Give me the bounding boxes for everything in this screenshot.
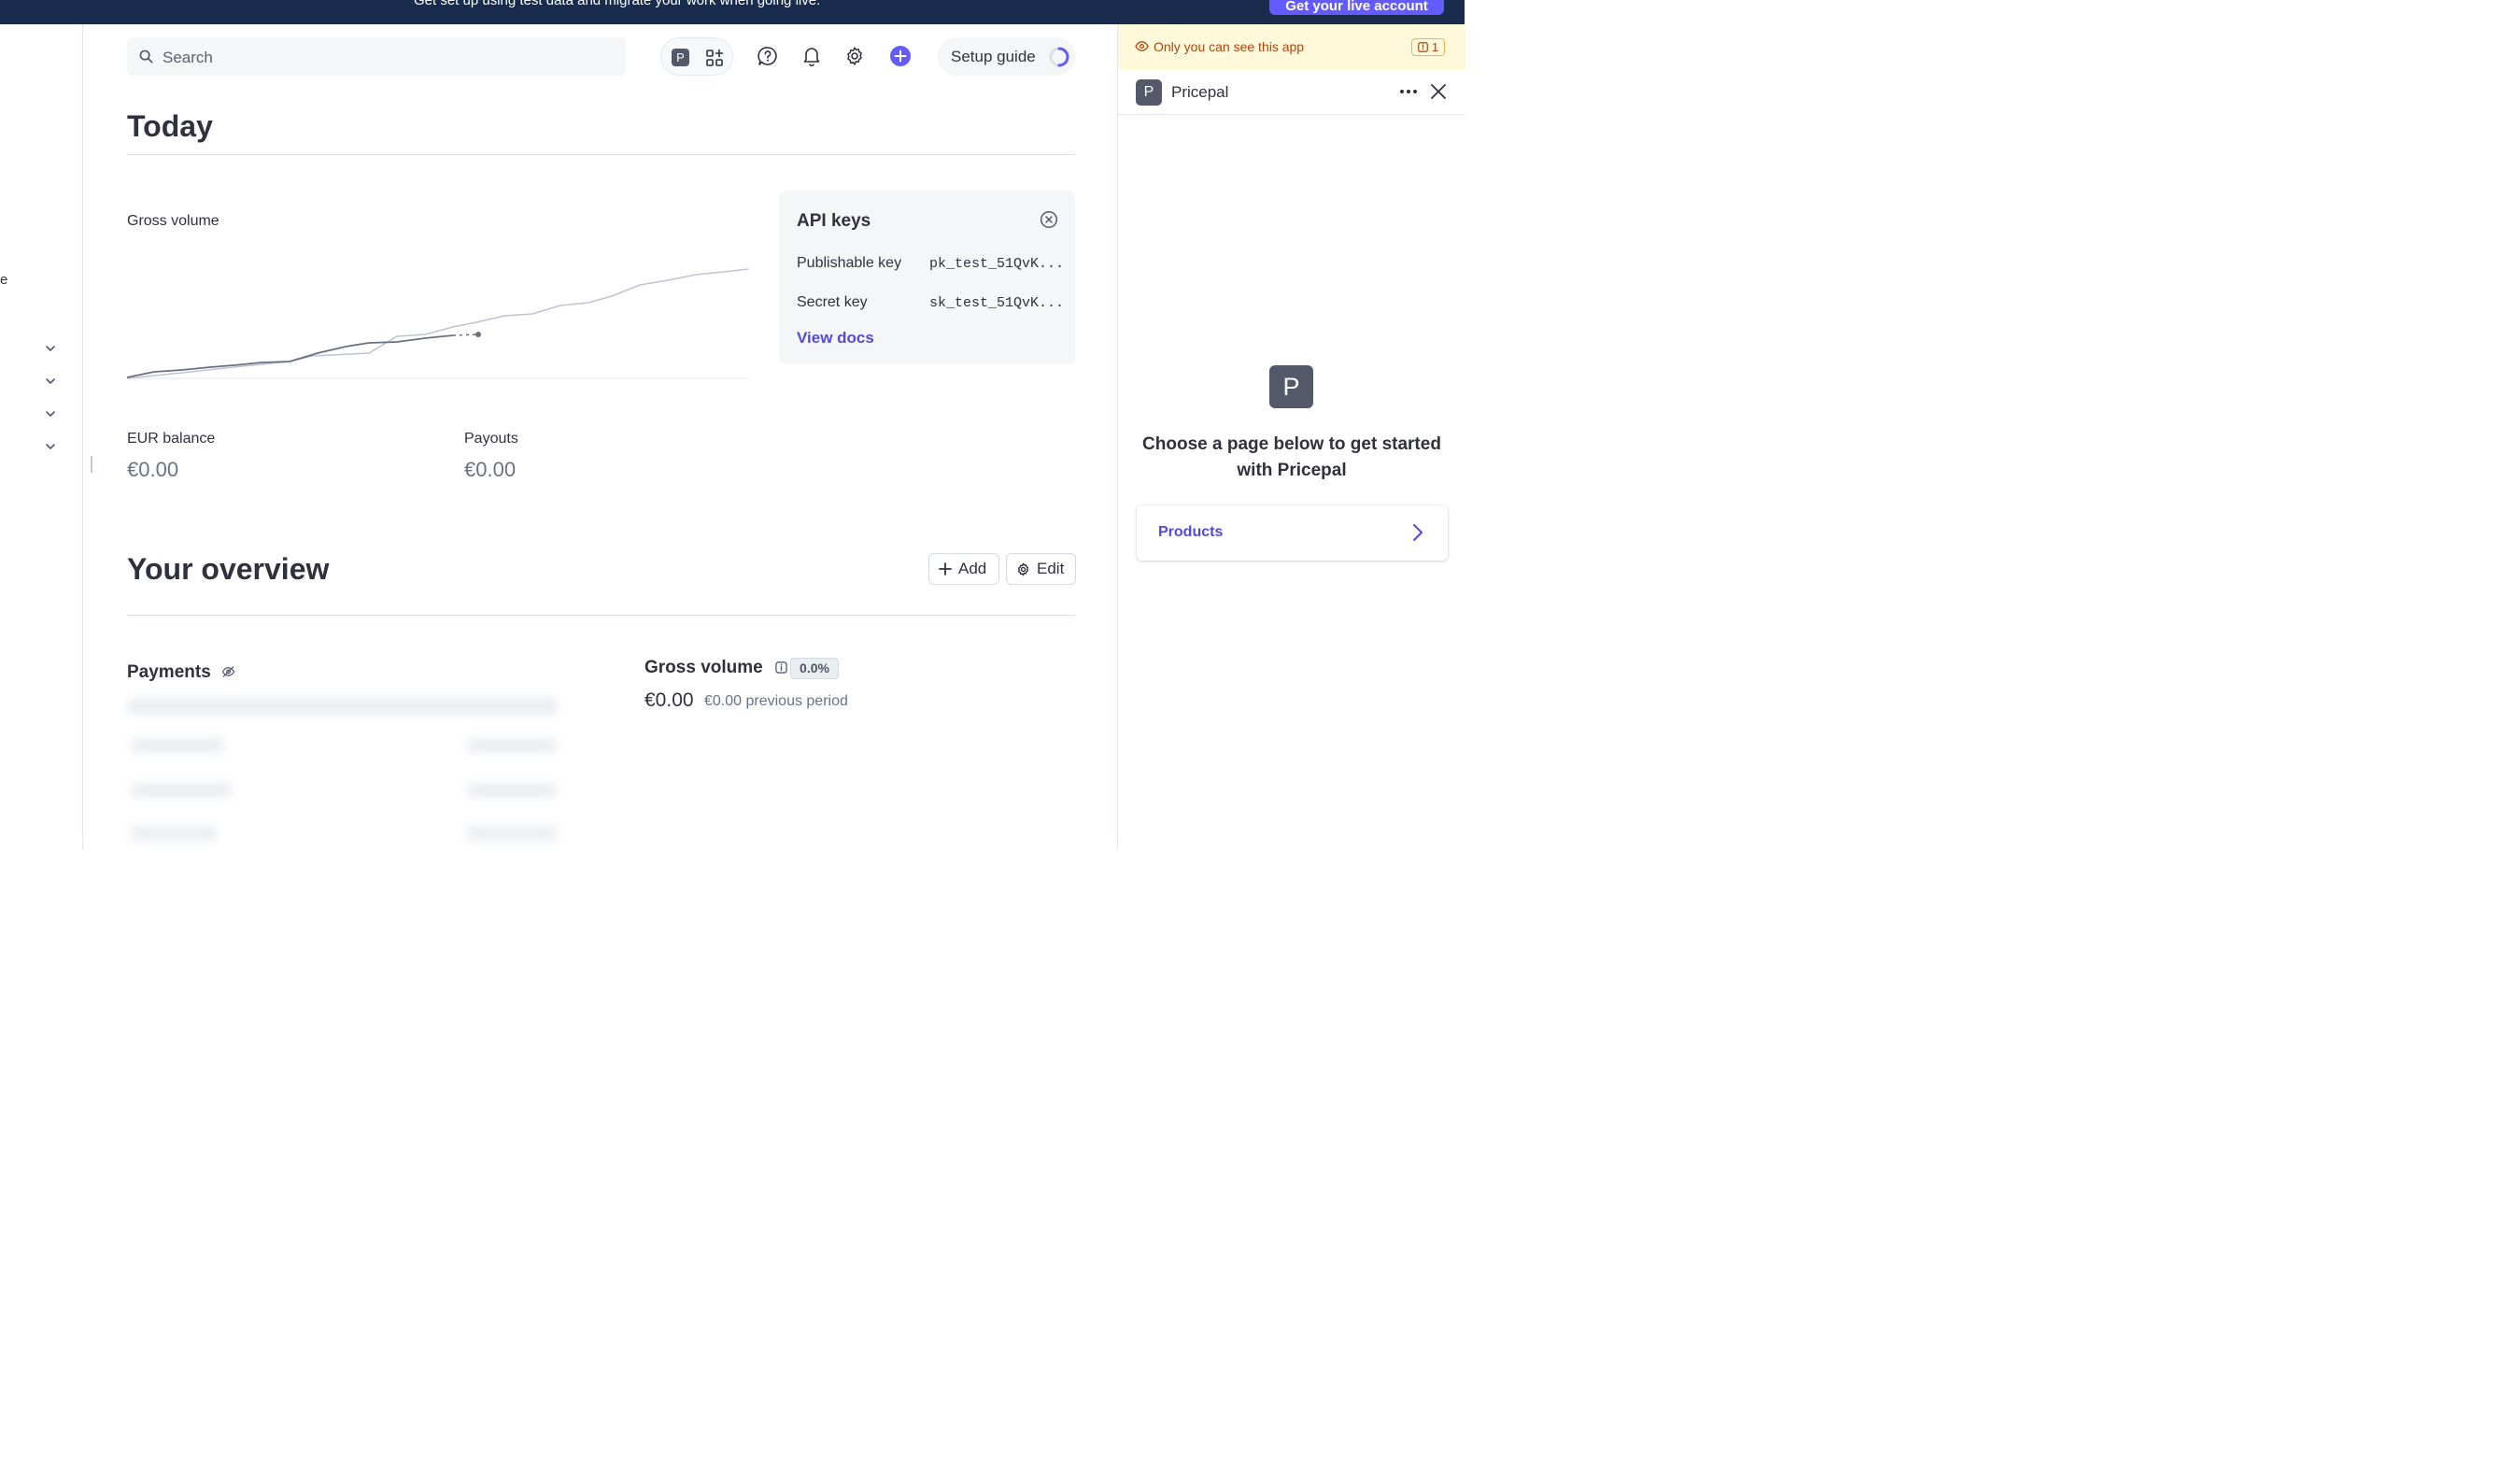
products-link-card[interactable]: Products (1137, 505, 1448, 561)
edit-overview-button[interactable]: Edit (1006, 553, 1076, 585)
blurred-list-item (131, 738, 224, 753)
app-drawer: Only you can see this app 1 P Pricepal P… (1117, 24, 1465, 850)
page-title: Today (127, 109, 213, 143)
publishable-key-label: Publishable key (797, 255, 902, 271)
api-keys-title: API keys (797, 211, 871, 231)
bell-icon (803, 48, 820, 66)
projected-line (452, 334, 479, 336)
plus-circle-icon (890, 46, 911, 66)
chevron-down-icon[interactable] (44, 407, 57, 420)
divider (127, 615, 1075, 616)
view-docs-link[interactable]: View docs (797, 329, 874, 347)
blurred-list-item (467, 826, 557, 841)
secret-key-label: Secret key (797, 294, 868, 310)
app-badge[interactable]: P (672, 49, 689, 66)
api-keys-card: API keys Publishable key pk_test_51QvK..… (779, 191, 1075, 364)
sidebar-resize-handle[interactable] (91, 456, 92, 473)
notice-text: Only you can see this app (1154, 39, 1305, 54)
apps-grid-icon[interactable] (705, 49, 724, 67)
help-button[interactable] (756, 44, 780, 68)
app-icon: P (1136, 79, 1162, 106)
overview-title: Your overview (127, 552, 330, 586)
chevron-down-icon[interactable] (44, 342, 57, 355)
chevron-right-icon (1413, 524, 1423, 541)
previous-period-value: €0.00 previous period (704, 693, 848, 709)
chevron-down-icon[interactable] (44, 440, 57, 453)
add-widget-button[interactable]: Add (928, 553, 999, 585)
blurred-bar (127, 698, 557, 715)
payouts-value[interactable]: €0.00 (464, 458, 517, 481)
info-icon[interactable] (775, 661, 787, 674)
app-prompt: Choose a page below to get started with … (1142, 434, 1441, 480)
edit-label: Edit (1037, 560, 1065, 577)
blurred-list-item (131, 783, 232, 798)
previous-period-line (126, 268, 749, 379)
more-icon[interactable] (1399, 89, 1418, 94)
get-live-account-button[interactable]: Get your live account (1269, 0, 1444, 15)
left-sidebar: e (0, 24, 83, 850)
gross-volume-label: Gross volume (127, 213, 219, 229)
alert-icon (1418, 42, 1428, 52)
progress-ring-icon (1049, 47, 1069, 67)
products-link[interactable]: Products (1158, 524, 1224, 540)
payouts-label: Payouts (464, 431, 518, 447)
publishable-key-value[interactable]: pk_test_51QvK... (929, 256, 1065, 272)
gross-volume-widget-value: €0.00 (644, 689, 694, 711)
plus-icon (939, 562, 952, 575)
current-point (475, 332, 481, 337)
settings-button[interactable] (842, 44, 867, 68)
search-icon (139, 50, 153, 64)
current-period-line (126, 334, 454, 378)
blurred-list-item (467, 738, 557, 753)
gross-volume-chart[interactable] (0, 0, 757, 392)
eur-balance-label: EUR balance (127, 431, 216, 447)
secret-key-value[interactable]: sk_test_51QvK... (929, 295, 1065, 311)
add-label: Add (958, 560, 987, 577)
test-mode-banner: Get set up using test data and migrate y… (0, 0, 1465, 24)
create-button[interactable] (888, 44, 913, 68)
private-app-notice: Only you can see this app 1 (1118, 24, 1465, 70)
issues-count: 1 (1431, 40, 1439, 54)
chevron-down-icon[interactable] (44, 375, 57, 388)
gross-volume-widget-title: Gross volume (644, 658, 787, 678)
setup-guide-button[interactable]: Setup guide (938, 37, 1075, 76)
eye-off-icon[interactable] (221, 665, 235, 678)
eur-balance-value[interactable]: €0.00 (127, 458, 179, 481)
change-badge: 0.0% (790, 658, 839, 679)
close-circle-icon[interactable] (1040, 210, 1058, 229)
close-icon[interactable] (1430, 83, 1447, 100)
payments-title-text: Payments (127, 662, 211, 682)
blurred-list-item (467, 783, 557, 798)
notifications-button[interactable] (800, 44, 824, 68)
blurred-list-item (131, 826, 217, 841)
banner-message: Get set up using test data and migrate y… (414, 0, 821, 8)
search-input[interactable] (161, 37, 613, 78)
app-logo: P (1269, 365, 1313, 408)
eye-icon (1135, 41, 1149, 51)
sidebar-item-fragment[interactable]: e (0, 272, 8, 288)
help-icon (757, 47, 777, 65)
gross-volume-widget-title-text: Gross volume (644, 658, 763, 677)
app-header: P Pricepal (1118, 70, 1465, 115)
setup-guide-label: Setup guide (951, 48, 1036, 65)
issues-badge[interactable]: 1 (1411, 38, 1445, 56)
app-name: Pricepal (1171, 83, 1229, 101)
gear-icon (847, 47, 862, 65)
apps-switcher[interactable]: P (660, 37, 733, 76)
payments-title: Payments (127, 662, 235, 683)
search-bar[interactable] (127, 37, 626, 78)
divider (127, 154, 1075, 155)
gear-icon (1017, 562, 1029, 575)
